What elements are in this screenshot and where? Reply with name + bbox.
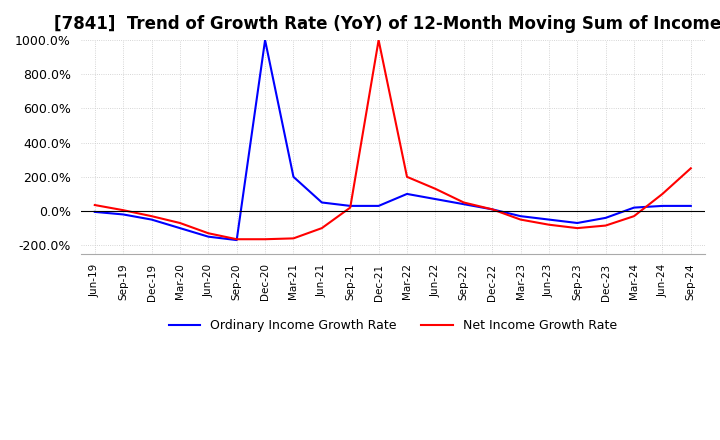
Line: Ordinary Income Growth Rate: Ordinary Income Growth Rate	[95, 40, 690, 240]
Ordinary Income Growth Rate	[658, 203, 667, 209]
Net Income Growth Rate	[119, 208, 127, 213]
Line: Net Income Growth Rate: Net Income Growth Rate	[95, 40, 690, 239]
Ordinary Income Growth Rate	[261, 37, 269, 43]
Ordinary Income Growth Rate	[630, 205, 639, 210]
Ordinary Income Growth Rate	[233, 238, 241, 243]
Legend: Ordinary Income Growth Rate, Net Income Growth Rate: Ordinary Income Growth Rate, Net Income …	[163, 314, 622, 337]
Ordinary Income Growth Rate	[374, 203, 383, 209]
Net Income Growth Rate	[176, 220, 184, 226]
Ordinary Income Growth Rate	[488, 207, 497, 212]
Ordinary Income Growth Rate	[176, 225, 184, 231]
Ordinary Income Growth Rate	[544, 217, 553, 222]
Ordinary Income Growth Rate	[91, 209, 99, 215]
Ordinary Income Growth Rate	[573, 220, 582, 226]
Net Income Growth Rate	[573, 225, 582, 231]
Ordinary Income Growth Rate	[318, 200, 326, 205]
Ordinary Income Growth Rate	[289, 174, 298, 180]
Ordinary Income Growth Rate	[346, 203, 354, 209]
Net Income Growth Rate	[346, 205, 354, 210]
Net Income Growth Rate	[289, 236, 298, 241]
Ordinary Income Growth Rate	[431, 196, 440, 202]
Net Income Growth Rate	[318, 225, 326, 231]
Net Income Growth Rate	[601, 223, 610, 228]
Net Income Growth Rate	[374, 37, 383, 43]
Net Income Growth Rate	[261, 237, 269, 242]
Net Income Growth Rate	[544, 222, 553, 227]
Ordinary Income Growth Rate	[147, 217, 156, 222]
Ordinary Income Growth Rate	[516, 213, 525, 219]
Net Income Growth Rate	[686, 165, 695, 171]
Net Income Growth Rate	[91, 202, 99, 208]
Title: [7841]  Trend of Growth Rate (YoY) of 12-Month Moving Sum of Incomes: [7841] Trend of Growth Rate (YoY) of 12-…	[54, 15, 720, 33]
Ordinary Income Growth Rate	[402, 191, 411, 197]
Ordinary Income Growth Rate	[204, 234, 212, 239]
Net Income Growth Rate	[488, 207, 497, 212]
Net Income Growth Rate	[402, 174, 411, 180]
Net Income Growth Rate	[516, 217, 525, 222]
Ordinary Income Growth Rate	[119, 212, 127, 217]
Net Income Growth Rate	[630, 213, 639, 219]
Ordinary Income Growth Rate	[459, 202, 468, 207]
Net Income Growth Rate	[459, 200, 468, 205]
Net Income Growth Rate	[147, 213, 156, 219]
Ordinary Income Growth Rate	[601, 215, 610, 220]
Ordinary Income Growth Rate	[686, 203, 695, 209]
Net Income Growth Rate	[233, 237, 241, 242]
Net Income Growth Rate	[204, 231, 212, 236]
Net Income Growth Rate	[431, 186, 440, 191]
Net Income Growth Rate	[658, 191, 667, 197]
